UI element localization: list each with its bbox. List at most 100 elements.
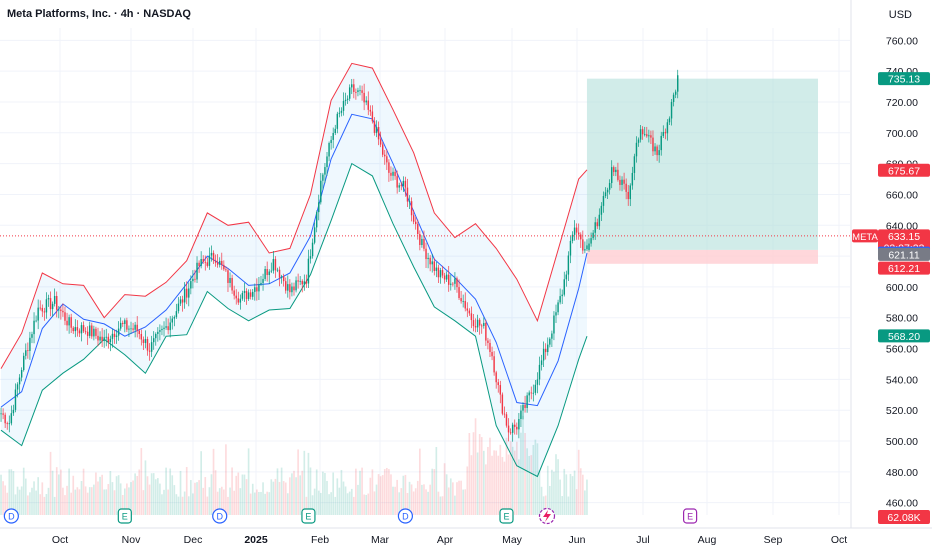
candle[interactable] (555, 304, 557, 324)
candle[interactable] (204, 255, 207, 271)
projection-candle[interactable] (594, 222, 596, 233)
candle[interactable] (177, 297, 180, 314)
candle[interactable] (363, 83, 365, 111)
candle[interactable] (272, 251, 275, 274)
candle[interactable] (573, 220, 576, 241)
candle[interactable] (476, 314, 479, 332)
candle[interactable] (291, 282, 293, 297)
candle[interactable] (311, 238, 314, 259)
projection-candle[interactable] (650, 135, 652, 138)
candle[interactable] (563, 271, 565, 297)
candle[interactable] (45, 292, 48, 319)
candle[interactable] (171, 315, 173, 330)
candle[interactable] (532, 384, 535, 402)
candle[interactable] (528, 390, 530, 403)
earnings-marker[interactable]: E (499, 508, 514, 524)
projection-candle[interactable] (652, 137, 654, 152)
candle[interactable] (406, 178, 409, 208)
candle[interactable] (152, 331, 155, 350)
candle[interactable] (580, 232, 582, 248)
candle[interactable] (41, 304, 44, 317)
dividend-marker[interactable]: D (3, 508, 19, 524)
candle[interactable] (501, 392, 504, 416)
candle[interactable] (223, 260, 225, 271)
candle[interactable] (200, 251, 202, 269)
candle[interactable] (64, 306, 66, 326)
candle[interactable] (481, 323, 483, 334)
candle[interactable] (130, 321, 132, 335)
candle[interactable] (254, 283, 256, 301)
candle[interactable] (582, 230, 584, 254)
candle[interactable] (161, 325, 163, 336)
projection-candle[interactable] (658, 150, 660, 156)
candle[interactable] (247, 289, 250, 301)
candle[interactable] (136, 316, 138, 338)
price-tag[interactable]: 675.67 (878, 163, 930, 178)
candle[interactable] (553, 311, 555, 341)
candle[interactable] (536, 372, 539, 394)
projection-candle[interactable] (646, 134, 648, 137)
candle[interactable] (268, 269, 270, 285)
candle[interactable] (526, 392, 528, 413)
candle[interactable] (396, 170, 398, 194)
projection-candle[interactable] (629, 185, 632, 200)
candle[interactable] (390, 166, 392, 181)
candle[interactable] (456, 276, 458, 293)
candle[interactable] (384, 149, 386, 165)
candle[interactable] (4, 412, 6, 429)
projection-candle[interactable] (662, 132, 665, 136)
candle[interactable] (39, 300, 41, 311)
projection-candle[interactable] (674, 91, 677, 95)
candle[interactable] (414, 216, 417, 230)
candle[interactable] (23, 352, 25, 372)
candle[interactable] (225, 266, 227, 273)
candle[interactable] (10, 405, 13, 426)
candle[interactable] (437, 264, 440, 284)
projection-candle[interactable] (602, 196, 605, 206)
candle[interactable] (37, 299, 39, 330)
candle[interactable] (212, 250, 215, 265)
candle[interactable] (51, 301, 54, 317)
candle[interactable] (117, 321, 120, 341)
candle[interactable] (165, 317, 167, 330)
candle[interactable] (388, 159, 390, 182)
candle[interactable] (334, 124, 336, 136)
candle[interactable] (542, 341, 545, 367)
candle[interactable] (373, 117, 376, 136)
candle[interactable] (6, 421, 8, 430)
candle[interactable] (361, 85, 363, 101)
earnings-marker[interactable]: E (117, 508, 132, 524)
candle[interactable] (575, 223, 578, 240)
candle[interactable] (280, 274, 283, 284)
candle[interactable] (119, 317, 122, 331)
bollinger-basis-line[interactable] (0, 113, 588, 408)
candle[interactable] (140, 329, 143, 346)
projection-candle[interactable] (610, 167, 613, 184)
candle[interactable] (336, 111, 339, 134)
candle[interactable] (425, 242, 427, 269)
candle[interactable] (185, 281, 188, 305)
candle[interactable] (233, 285, 235, 300)
candle[interactable] (419, 230, 421, 251)
candle[interactable] (427, 252, 429, 269)
dividend-marker[interactable]: D (397, 508, 414, 524)
candle[interactable] (439, 267, 442, 284)
candle[interactable] (450, 274, 452, 291)
candle[interactable] (423, 230, 425, 252)
profit-zone[interactable] (586, 78, 818, 250)
candle[interactable] (538, 356, 541, 386)
candle[interactable] (346, 95, 349, 104)
candle[interactable] (433, 257, 436, 276)
price-tag[interactable]: 612.21 (878, 261, 930, 276)
candle[interactable] (111, 328, 114, 348)
candle[interactable] (326, 151, 328, 176)
candle[interactable] (468, 308, 471, 316)
candle[interactable] (80, 322, 83, 342)
candle[interactable] (315, 210, 318, 233)
candle[interactable] (301, 279, 303, 293)
candle[interactable] (20, 367, 23, 382)
candle[interactable] (53, 288, 56, 307)
candle[interactable] (470, 306, 473, 329)
candle[interactable] (47, 294, 50, 307)
candle[interactable] (107, 333, 110, 349)
